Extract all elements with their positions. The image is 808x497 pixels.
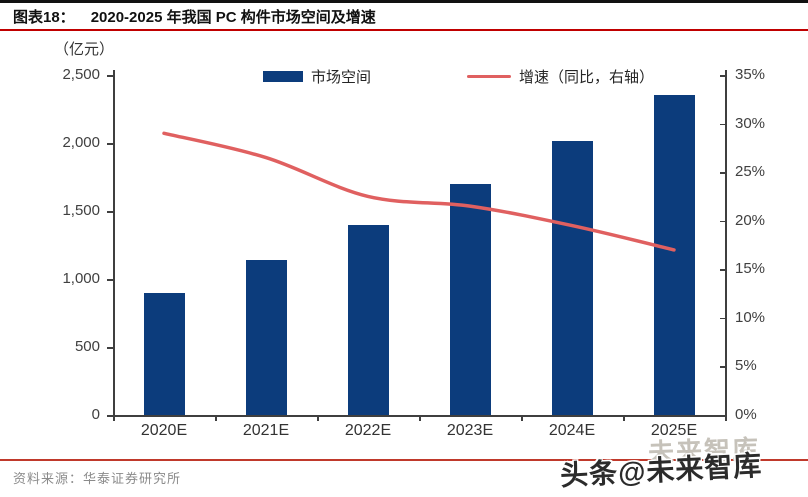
market-size-bar [653,95,695,415]
figure-title-text: 2020-2025 年我国 PC 构件市场空间及增速 [90,9,376,26]
x-axis-tick [215,415,217,421]
legend: 市场空间 增速（同比，右轴） [263,66,654,87]
y-right-tick [720,220,726,223]
left-axis-unit-label: （亿元） [54,41,115,58]
y-right-tick [720,172,726,174]
x-tick-label: 2021E [242,422,290,439]
figure-number: 图表18： [13,9,75,26]
y-left-tick [107,211,113,213]
x-tick-label: 2025E [650,422,698,439]
y-left-tick [107,279,113,281]
y-left-tick [107,75,113,77]
y-right-tick-label: 25% [735,163,766,181]
y-right-tick [720,366,726,368]
y-left-tick [107,347,113,349]
x-axis-tick [113,415,115,421]
market-size-bar [245,259,287,415]
y-right-tick [720,123,726,126]
source-note: 资料来源：华泰证券研究所 [13,471,182,486]
y-right-tick-label: 10% [735,308,766,326]
market-size-bar [551,140,593,415]
y-axis-right [725,70,727,415]
x-tick-label: 2024E [548,422,596,439]
x-axis-tick [725,415,727,421]
y-left-tick-label: 1,000 [62,270,100,287]
y-left-tick-label: 500 [74,338,100,355]
y-right-tick-label: 15% [735,260,766,278]
legend-line-label: 增速（同比，右轴） [519,69,655,86]
legend-bar-swatch [263,71,303,82]
y-right-tick-label: 5% [735,357,757,375]
x-axis-tick [623,415,625,421]
y-left-tick [107,143,113,145]
market-size-bar [347,224,389,415]
y-left-tick-label: 2,500 [62,66,100,83]
y-left-tick-label: 2,000 [62,134,100,151]
top-border-rule [0,0,808,3]
y-axis-left [113,70,115,415]
title-underline-rule [0,29,808,31]
y-left-tick-label: 0 [91,406,100,423]
y-right-tick [720,415,726,417]
bottom-border-rule [0,459,808,461]
y-right-tick-label: 35% [735,66,766,83]
x-axis-tick [521,415,523,421]
y-right-tick [720,75,726,77]
y-right-tick-label: 20% [735,211,766,229]
legend-line-swatch [467,74,512,79]
y-right-tick [720,317,726,320]
market-size-bar [143,292,185,415]
figure-title: 图表18： 2020-2025 年我国 PC 构件市场空间及增速 [13,6,793,27]
y-left-tick [107,415,113,417]
x-axis-tick [317,415,319,421]
x-tick-label: 2020E [140,422,188,439]
x-tick-label: 2023E [446,422,494,439]
x-axis-tick [419,415,421,421]
market-size-bar [449,183,491,415]
y-right-tick-label: 30% [735,114,766,132]
y-right-tick [720,269,726,271]
legend-bar-label: 市场空间 [311,69,372,86]
y-right-tick-label: 0% [735,406,757,423]
y-left-tick-label: 1,500 [62,202,100,219]
x-tick-label: 2022E [344,422,392,439]
